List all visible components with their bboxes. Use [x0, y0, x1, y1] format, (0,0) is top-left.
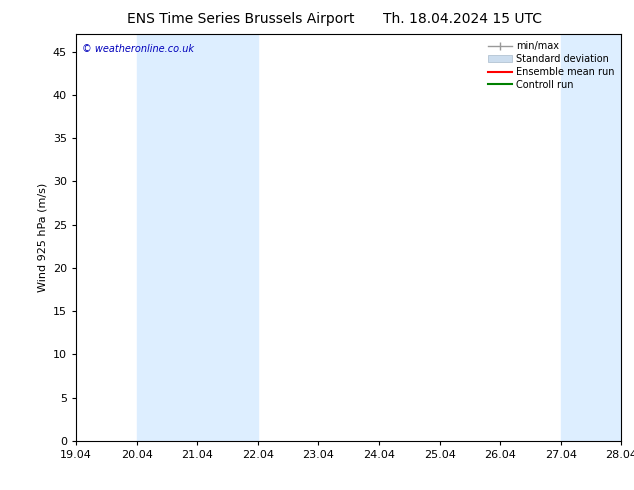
Bar — [560, 34, 621, 441]
Bar — [137, 34, 197, 441]
Bar — [197, 34, 258, 441]
Text: Th. 18.04.2024 15 UTC: Th. 18.04.2024 15 UTC — [384, 12, 542, 26]
Legend: min/max, Standard deviation, Ensemble mean run, Controll run: min/max, Standard deviation, Ensemble me… — [486, 39, 616, 92]
Y-axis label: Wind 925 hPa (m/s): Wind 925 hPa (m/s) — [37, 183, 48, 292]
Text: ENS Time Series Brussels Airport: ENS Time Series Brussels Airport — [127, 12, 354, 26]
Text: © weatheronline.co.uk: © weatheronline.co.uk — [82, 45, 193, 54]
